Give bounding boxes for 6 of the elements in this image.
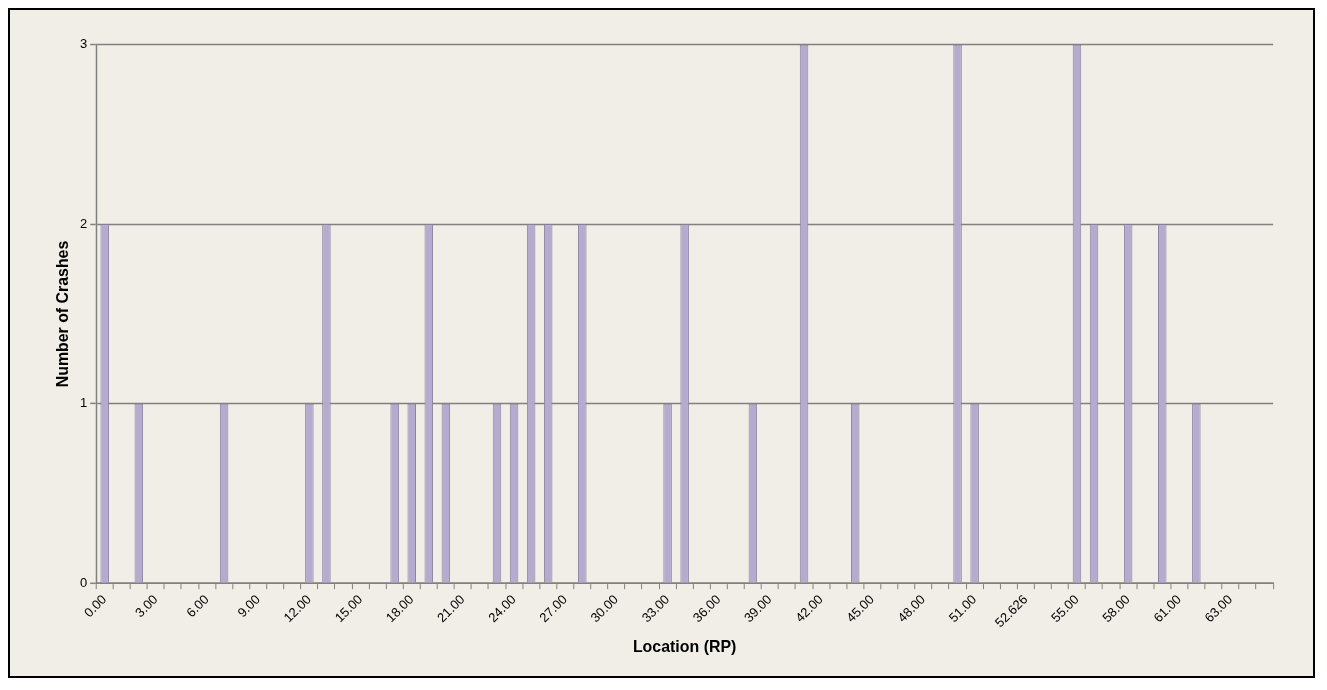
y-axis-title: Number of Crashes bbox=[53, 240, 71, 388]
x-axis-title: Location (RP) bbox=[632, 637, 737, 655]
y-tick-label: 3 bbox=[79, 36, 88, 52]
y-tick-label: 2 bbox=[79, 215, 88, 231]
y-tick-label: 1 bbox=[79, 395, 88, 411]
y-tick-label: 0 bbox=[79, 574, 88, 590]
